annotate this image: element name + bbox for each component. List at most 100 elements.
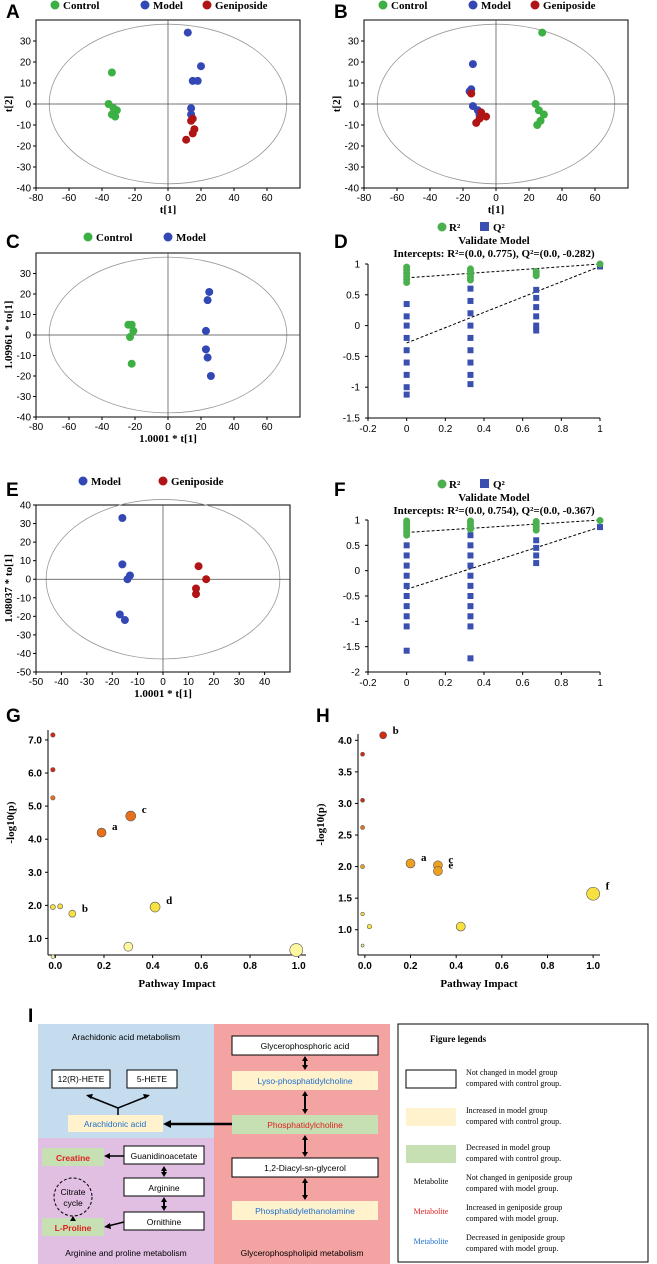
y-tick-label: 40 — [20, 501, 32, 512]
x-tick-label: 0 — [165, 422, 171, 433]
legend-label-geniposide: Geniposide — [215, 0, 268, 12]
q2-point — [467, 593, 474, 599]
panel-letter-h: H — [316, 706, 330, 727]
panel-letter-c: C — [6, 232, 20, 253]
glycero-region — [214, 1024, 390, 1264]
pathway-label: d — [166, 895, 172, 907]
y-tick-label: 5.0 — [28, 802, 42, 813]
pathway-label: a — [112, 821, 118, 833]
citrate-label-1: Citrate — [60, 1187, 85, 1197]
q2-point — [403, 603, 410, 610]
y-tick-label: 3.0 — [338, 799, 352, 810]
r2-point — [596, 260, 604, 268]
y-tick-label: -40 — [17, 184, 32, 195]
q2-point — [403, 647, 410, 654]
y-tick-label: -40 — [17, 413, 32, 424]
y-tick-label: 1 — [354, 260, 360, 271]
y-tick-label: 0.5 — [346, 541, 360, 552]
data-point-model — [201, 326, 210, 335]
x-tick-label: -50 — [29, 677, 44, 688]
r2-point — [403, 531, 411, 539]
q2-point — [403, 391, 410, 398]
glycero-title: Glycerophospholipid metabolism — [241, 1248, 364, 1258]
arrowhead-icon — [161, 1206, 167, 1211]
q2-point — [467, 310, 474, 317]
data-point-model — [197, 62, 205, 71]
x-tick-label: -20 — [456, 193, 471, 204]
q2-point — [403, 623, 410, 630]
lyso-pc-label: Lyso-phosphatidylcholine — [257, 1076, 352, 1086]
legend-label-geniposide: Geniposide — [543, 0, 596, 12]
pathway-label: c — [448, 854, 453, 866]
x-tick-label: 20 — [195, 193, 207, 204]
figure-legend-box — [397, 1023, 649, 1263]
data-point-control — [538, 28, 547, 37]
data-point-model — [115, 610, 124, 619]
pathway-bubble — [433, 866, 443, 876]
x-tick-label: 0.6 — [516, 678, 530, 689]
x-axis-label: t[1] — [488, 204, 505, 216]
pathway-label: a — [421, 852, 427, 864]
legend-marker-model — [468, 0, 478, 10]
q2-point — [533, 537, 540, 544]
q2-point — [533, 544, 540, 551]
x-tick-label: -10 — [130, 677, 145, 688]
pathway-bubble — [125, 810, 137, 822]
x-axis-label: t[1] — [160, 204, 177, 216]
y-tick-label: 20 — [20, 538, 32, 549]
panel-letter-a: A — [6, 2, 20, 23]
guanidinoacetate-box — [123, 1145, 205, 1165]
y-tick-label: 10 — [348, 79, 360, 90]
data-point-model — [203, 296, 212, 305]
legend-text: Increased in geniposide group — [466, 1203, 562, 1212]
q2-point — [467, 655, 474, 662]
x-tick-label: -20 — [128, 422, 143, 433]
data-point-geniposide — [192, 584, 201, 593]
y-tick-label: 20 — [20, 58, 32, 69]
citrate-label-2: cycle — [63, 1198, 83, 1208]
diacyl-glycerol-box — [231, 1157, 379, 1178]
legend-text: compared with control group. — [466, 1117, 561, 1126]
y-tick-label: 1.0 — [28, 934, 42, 945]
data-point-model — [183, 28, 192, 37]
r2-point — [403, 278, 411, 286]
x-tick-label: 40 — [228, 193, 240, 204]
x-tick-label: 0.4 — [146, 961, 160, 972]
legend-key: Metabolite — [414, 1177, 449, 1186]
x-tick-label: 40 — [259, 677, 271, 688]
q2-regression-line — [406, 265, 601, 344]
pathway-bubble — [360, 751, 365, 757]
intercepts-text: Intercepts: R²=(0.0, 0.754), Q²=(0.0, -0… — [393, 505, 595, 517]
q2-point — [467, 359, 474, 366]
x-tick-label: 60 — [261, 193, 273, 204]
x-tick-label: 0.4 — [477, 424, 491, 435]
x-tick-label: 0.8 — [554, 678, 568, 689]
data-point-geniposide — [482, 112, 491, 121]
data-point-geniposide — [188, 129, 197, 138]
data-point-model — [193, 76, 202, 85]
legend-marker-r2 — [437, 222, 447, 232]
x-tick-label: -0.2 — [359, 678, 377, 689]
y-axis-label: 1.09961 * to[1] — [3, 301, 15, 370]
y-tick-label: 2.0 — [28, 901, 42, 912]
x-tick-label: 0.8 — [243, 961, 257, 972]
y-tick-label: -1 — [351, 383, 360, 394]
legend-label-q2: Q² — [493, 479, 506, 491]
pathway-bubble — [455, 921, 466, 932]
x-tick-label: 1.0 — [292, 961, 306, 972]
hete-5-label: 5-HETE — [137, 1074, 168, 1084]
x-tick-label: 0 — [493, 193, 499, 204]
pathway-bubble — [50, 904, 56, 910]
q2-point — [533, 304, 540, 311]
y-axis-label: t[2] — [3, 96, 15, 113]
x-tick-label: 1 — [597, 424, 603, 435]
arachidonic-acid-label: Arachidonic acid — [84, 1119, 147, 1129]
x-tick-label: 1 — [597, 678, 603, 689]
pathway-label: b — [82, 903, 88, 915]
y-axis-label: -log10(p) — [5, 801, 17, 844]
y-tick-label: -40 — [345, 184, 360, 195]
citrate-cycle-circle — [53, 1177, 93, 1217]
legend-label-model: Model — [153, 0, 183, 12]
q2-point — [403, 384, 410, 391]
legend-marker-control — [50, 0, 60, 10]
